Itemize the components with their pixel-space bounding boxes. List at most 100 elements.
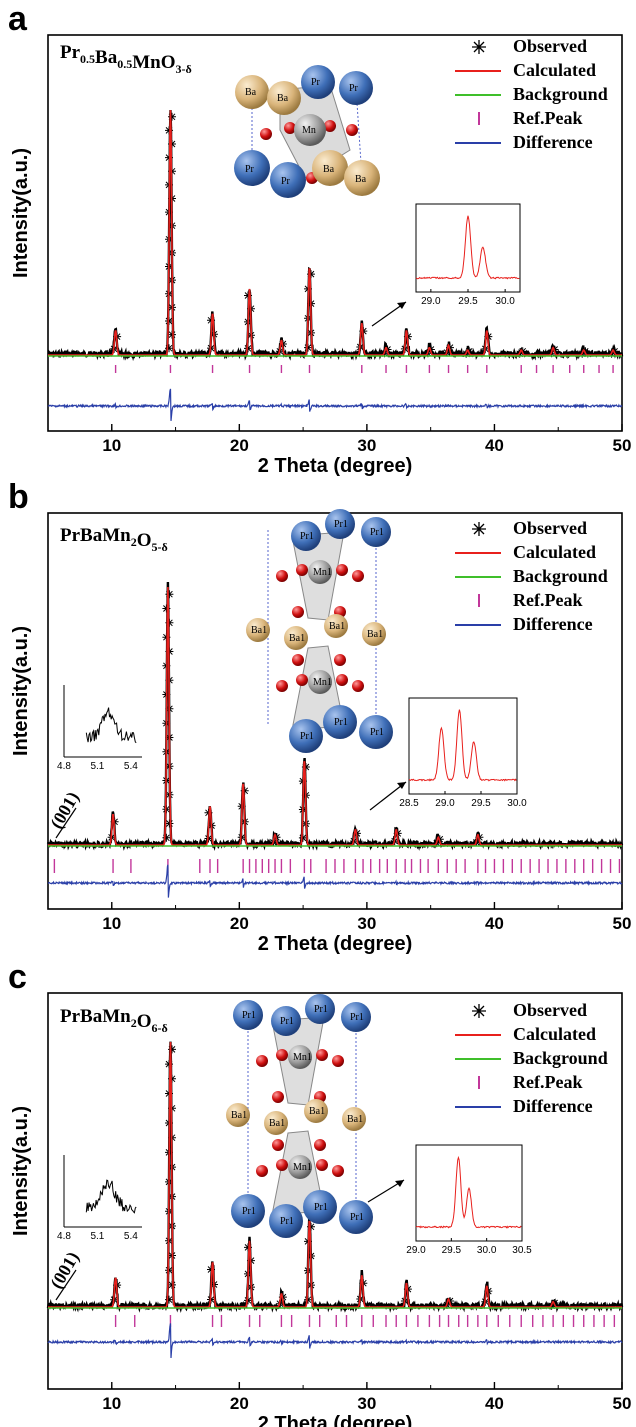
observed-marker: [298, 833, 307, 842]
observed-marker: [301, 763, 310, 771]
observed-marker: [165, 590, 174, 599]
pr-atom: [303, 1190, 337, 1224]
compound-formula: PrBaMn2O6-δ: [60, 1006, 168, 1035]
legend-entry: Observed: [513, 36, 587, 56]
x-axis-title: 2 Theta (degree): [258, 1413, 412, 1427]
atom-label: Ba1: [231, 1110, 247, 1121]
oxygen-atom: [272, 1139, 284, 1151]
oxygen-atom: [284, 122, 296, 134]
atom-label: Pr: [281, 176, 291, 187]
difference-profile: [47, 1323, 623, 1359]
legend: Observed Calculated Background Ref.Peak Diff…: [455, 36, 608, 152]
legend-entry: Ref.Peak: [513, 108, 582, 128]
pr-atom: [269, 1204, 303, 1238]
x-tick-label: 20: [230, 914, 249, 933]
inset-tick-label: 29.0: [421, 296, 441, 307]
observed-marker: [244, 1243, 252, 1252]
plot-frame: [47, 34, 623, 432]
x-tick-label: 30: [357, 914, 376, 933]
y-axis-title: Intensity(a.u.): [10, 626, 32, 756]
ba-atom: [284, 626, 308, 650]
peak-001-label: (001): [46, 1248, 84, 1292]
x-tick-label: 40: [485, 1394, 504, 1413]
observed-marker: [244, 1296, 252, 1305]
inset-tick-label: 29.5: [442, 1245, 462, 1256]
observed-marker: [162, 604, 171, 613]
pr-atom: [341, 1002, 371, 1032]
observed-marker: [304, 343, 312, 352]
low-angle-inset: 4.8 5.1 5.4: [57, 685, 142, 772]
legend: Observed Calculated Background Ref.Peak Diff…: [455, 518, 608, 634]
observed-marker: [244, 291, 252, 300]
pr-atom: [323, 705, 357, 739]
mn-atom: [308, 670, 332, 694]
pr-atom: [234, 150, 270, 186]
pr-atom: [325, 509, 355, 539]
compound-formula: Pr0.5Ba0.5MnO3-δ: [60, 42, 192, 76]
x-axis-title: 2 Theta (degree): [258, 455, 412, 477]
legend-entry: Ref.Peak: [513, 1072, 582, 1092]
atom-label: Mn1: [313, 677, 332, 688]
observed-marker: [165, 819, 174, 828]
oxygen-atom: [276, 680, 288, 692]
legend: Observed Calculated Background Ref.Peak Diff…: [455, 1000, 608, 1116]
inset-frame: [415, 1144, 523, 1242]
crystal-structure: Pr1 Pr1 Pr1 Pr1 Mn1 Ba1 Ba1 Ba1 Ba1 Mn1 Pr1 Pr1 Pr1 P…: [226, 994, 373, 1238]
atom-label: Pr: [349, 83, 359, 94]
atom-label: Pr1: [300, 731, 314, 742]
observed-marker: [168, 1280, 176, 1289]
mn-atom: [308, 560, 332, 584]
low-inset-tick-label: 5.1: [90, 761, 104, 772]
pr-atom: [271, 1006, 301, 1036]
x-tick-label: 50: [613, 914, 632, 933]
inset-arrow: [369, 781, 407, 811]
pr-atom: [301, 65, 335, 99]
low-inset-arrow: [55, 1269, 77, 1301]
observed-marker: [244, 344, 252, 353]
oxygen-atom: [316, 1049, 328, 1061]
inset-tick-label: 30.0: [477, 1245, 497, 1256]
atom-label: Ba1: [367, 629, 383, 640]
ba-atom: [344, 160, 380, 196]
mn-atom: [288, 1155, 312, 1179]
inset-tick-label: 30.0: [507, 798, 527, 809]
observed-marker: [165, 1060, 173, 1069]
legend-entry: Calculated: [513, 60, 596, 80]
calculated-profile: [48, 586, 622, 846]
pr-atom: [305, 994, 335, 1024]
atom-label: Pr1: [350, 1012, 364, 1023]
observed-marker: [304, 1295, 312, 1304]
oxygen-atom: [336, 674, 348, 686]
legend-entry: Ref.Peak: [513, 590, 582, 610]
ba-atom: [267, 81, 301, 115]
observed-marker: [240, 786, 249, 795]
legend-entry: Observed: [513, 518, 587, 538]
atom-label: Pr1: [334, 717, 348, 728]
pr-atom: [359, 715, 393, 749]
inset-arrowhead: [395, 1180, 404, 1187]
x-tick-label: 10: [102, 1394, 121, 1413]
inset-profile: [415, 215, 520, 280]
pr-atom: [270, 162, 306, 198]
x-tick-label: 50: [613, 436, 632, 455]
pr-atom: [289, 719, 323, 753]
observed-profile: [46, 581, 624, 852]
ba-atom: [226, 1103, 250, 1127]
observed-marker: [165, 126, 173, 135]
atom-label: Ba: [355, 174, 367, 185]
observed-marker: [207, 1265, 215, 1274]
observed-marker: [168, 330, 176, 339]
oxygen-atom: [334, 654, 346, 666]
oxygen-atom: [260, 128, 272, 140]
atom-label: Ba: [277, 93, 289, 104]
atom-label: Pr1: [334, 519, 348, 530]
atom-label: Pr1: [350, 1212, 364, 1223]
plot-frame: [47, 992, 623, 1390]
x-tick-label: 30: [357, 1394, 376, 1413]
mn-atom: [288, 1045, 312, 1069]
atom-label: Mn1: [293, 1052, 312, 1063]
atom-label: Ba1: [309, 1106, 325, 1117]
ba-atom: [264, 1111, 288, 1135]
pr-atom: [339, 1200, 373, 1234]
x-tick-label: 10: [102, 436, 121, 455]
